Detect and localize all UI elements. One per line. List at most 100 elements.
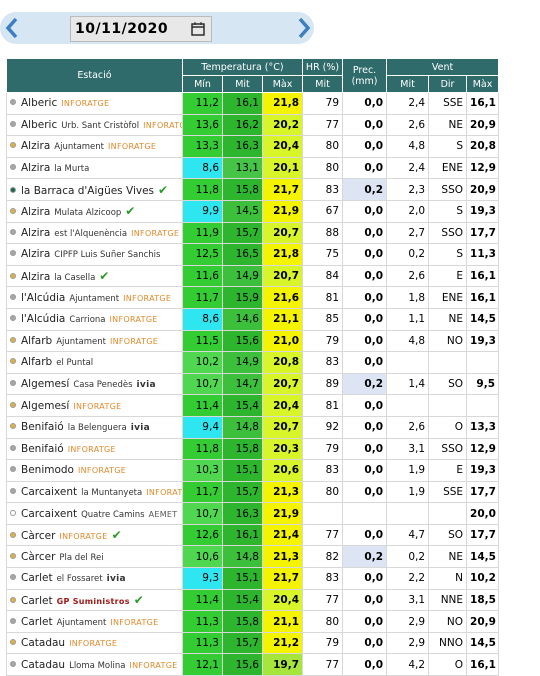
station-cell: la Barraca d'Aigües Vives ✔ [6, 178, 183, 201]
station-name: l'Alcúdia [21, 291, 66, 304]
value-cell: 15,7 [222, 480, 263, 504]
value-cell: NO [428, 610, 468, 633]
value-cell: 3,1 [386, 588, 430, 612]
value-cell: O [428, 653, 468, 676]
value-cell: 21,9 [261, 199, 304, 223]
value-cell: 19,7 [261, 653, 304, 676]
value-cell: 21,7 [261, 567, 304, 590]
network-badge: INFORATGE [123, 293, 172, 303]
sub-header: Mit [386, 75, 430, 93]
value-cell: 8,6 [182, 307, 223, 331]
value-cell: 0,0 [342, 523, 388, 547]
station-name: Carcaixent [21, 485, 78, 498]
value-cell: 20,1 [261, 156, 304, 180]
network-badge: INFORATGE [67, 444, 116, 454]
station-name: Carlet [21, 572, 53, 585]
value-cell: 2,6 [386, 415, 430, 439]
value-cell: 11,7 [182, 286, 223, 309]
value-cell: 17,7 [466, 221, 500, 245]
value-cell: 14,5 [222, 199, 263, 223]
station-row: Càrcer Pla del Rei 10,6 14,8 21,3 82 0,2 0,2 NE 1… [6, 545, 500, 569]
value-cell: 16,2 [222, 113, 263, 137]
station-name: Algemesí [21, 378, 70, 391]
station-row: Algemesí INFORATGE 11,4 15,4 20,4 81 0,0 [6, 394, 500, 417]
status-dot [10, 487, 16, 494]
status-dot [10, 164, 16, 171]
station-row: Benifaió INFORATGE 11,8 15,8 20,3 79 0,0 3,1 SSO… [6, 437, 500, 461]
station-row: Càrcer INFORATGE ✔ 12,6 16,1 21,4 77 0,0 4,7 SO 17… [6, 523, 500, 547]
value-cell: 79 [302, 92, 344, 115]
date-input[interactable]: 10/11/2020 [70, 16, 212, 42]
station-cell: l'Alcúdia Ajuntament INFORATGE [6, 286, 183, 309]
value-cell: 10,2 [182, 351, 223, 374]
value-cell: 77 [302, 523, 344, 547]
network-badge: INFORATGE [59, 532, 108, 542]
value-cell: 4,8 [386, 329, 430, 353]
value-cell: 77 [302, 588, 344, 612]
value-cell: 4,7 [386, 523, 430, 547]
value-cell: 20,0 [466, 502, 500, 525]
header: Vent [386, 58, 500, 76]
value-cell: 13,3 [182, 135, 223, 158]
value-cell [386, 394, 430, 417]
value-cell: 2,7 [386, 221, 430, 245]
value-cell: SSO [428, 221, 468, 245]
sub-header: Màx [466, 75, 500, 93]
value-cell: 16,3 [222, 135, 263, 158]
value-cell: 83 [302, 459, 344, 482]
value-cell: 0,0 [342, 221, 388, 245]
station-cell: Alfarb el Puntal [6, 351, 183, 374]
value-cell: 20,2 [261, 113, 304, 137]
value-cell: 79 [302, 437, 344, 461]
value-cell: 0,0 [342, 156, 388, 180]
station-place: Ajuntament [54, 142, 105, 153]
value-cell: 11,4 [182, 394, 223, 417]
station-name: Benimodo [21, 464, 74, 477]
verified-icon: ✔ [99, 269, 110, 284]
value-cell: 81 [302, 394, 344, 417]
station-name: Alzira [21, 140, 51, 153]
value-cell: 21,3 [261, 545, 304, 569]
value-cell: 17,7 [466, 523, 500, 547]
value-cell: 19,3 [466, 459, 500, 482]
station-row: Alzira la Murta 8,6 13,1 20,1 80 0,0 2,4 ENE 12,9 [6, 156, 500, 180]
value-cell [428, 394, 468, 417]
network-badge: INFORATGE [146, 487, 183, 497]
station-row: Carcaixent Quatre Camins AEMET 10,7 16,3 21,9… [6, 502, 500, 525]
value-cell: S [428, 135, 468, 158]
station-cell: Catadau Lloma Molina INFORATGE [6, 653, 183, 676]
station-row: Catadau Lloma Molina INFORATGE 12,1 15,6 19,7… [6, 653, 500, 676]
prev-day[interactable] [4, 16, 20, 40]
station-cell: Alzira est l'Alquenència INFORATGE [6, 221, 183, 245]
calendar-icon[interactable] [191, 22, 205, 36]
status-dot [10, 617, 16, 624]
station-place: el Fossaret [56, 574, 103, 585]
value-cell: 11,5 [182, 329, 223, 353]
value-cell: 20,9 [466, 610, 500, 633]
value-cell: 14,9 [222, 351, 263, 374]
value-cell: 0,2 [386, 545, 430, 569]
next-day[interactable] [296, 16, 312, 40]
data-table: Estació Temperatura (°C) HR (%) Prec. (m… [6, 58, 500, 676]
value-cell: 80 [302, 156, 344, 180]
value-cell: NO [428, 329, 468, 353]
network-badge: INFORATGE [77, 466, 127, 476]
value-cell: 0,2 [342, 178, 388, 201]
value-cell: 21,9 [261, 502, 304, 525]
station-row: Carlet el Fossaret ivia 9,3 15,1 21,7 83 0,0 2,2… [6, 567, 500, 590]
value-cell: 0,0 [342, 394, 388, 417]
status-dot [10, 596, 16, 603]
status-dot [10, 336, 16, 343]
station-row: Alfarb Ajuntament INFORATGE 11,5 15,6 21,0 79 0… [6, 329, 500, 353]
value-cell: 80 [302, 610, 344, 633]
value-cell: 80 [302, 480, 344, 504]
value-cell: SSO [428, 178, 468, 201]
station-name: Benifaió [21, 442, 64, 455]
network-badge: INFORATGE [109, 315, 158, 325]
value-cell: 20,4 [261, 588, 304, 612]
value-cell: O [428, 415, 468, 439]
value-cell: 12,1 [182, 653, 223, 676]
station-cell: Carlet el Fossaret ivia [6, 567, 183, 590]
